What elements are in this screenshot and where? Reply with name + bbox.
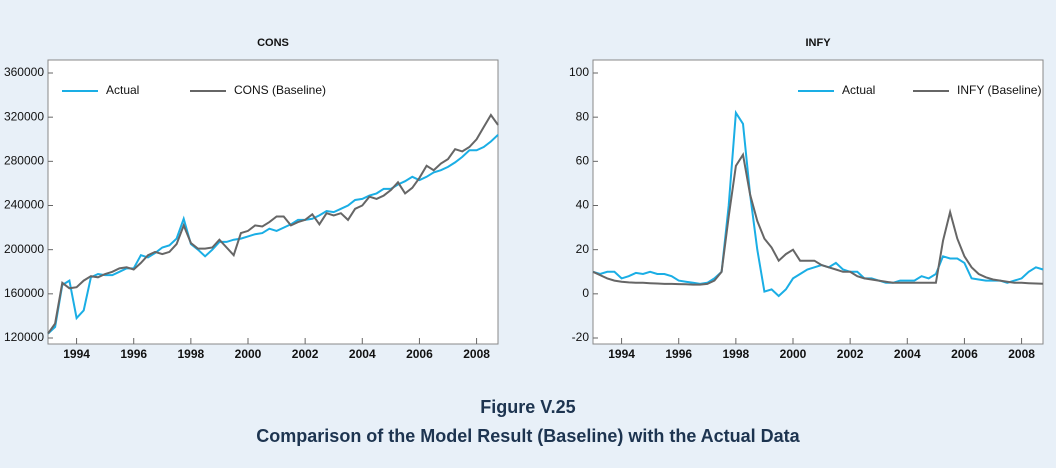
series-line (592, 109, 1044, 298)
chart-title: CONS (257, 37, 289, 49)
y-tick-label: 100 (569, 65, 589, 79)
x-tick-label: 1998 (723, 347, 750, 361)
plot-area (592, 59, 1044, 345)
series-line (592, 152, 1044, 286)
plot-area (47, 59, 499, 345)
y-tick-label: 200000 (4, 242, 44, 256)
y-tick-label: 0 (582, 286, 589, 300)
x-tick-label: 2000 (780, 347, 807, 361)
y-tick-label: 80 (576, 109, 590, 123)
y-tick-label: 320000 (4, 109, 44, 123)
x-tick-label: 2004 (894, 347, 921, 361)
y-tick-label: 280000 (4, 154, 44, 168)
x-tick-label: 2006 (406, 347, 433, 361)
y-tick-label: 120000 (4, 330, 44, 344)
y-tick-label: 160000 (4, 286, 44, 300)
x-tick-label: 2002 (292, 347, 319, 361)
y-tick-label: 20 (576, 242, 590, 256)
legend-label: INFY (Baseline) (957, 83, 1041, 97)
figure-caption: Comparison of the Model Result (Baseline… (256, 426, 800, 446)
x-tick-label: 2000 (235, 347, 262, 361)
x-tick-label: 1994 (63, 347, 90, 361)
y-tick-label: 360000 (4, 65, 44, 79)
x-tick-label: 1996 (665, 347, 692, 361)
y-tick-label: -20 (572, 330, 590, 344)
x-tick-label: 1996 (120, 347, 147, 361)
y-tick-label: 60 (576, 154, 590, 168)
x-tick-label: 2008 (1008, 347, 1035, 361)
series-line (47, 134, 499, 335)
chart-title: INFY (805, 37, 831, 49)
x-tick-label: 2006 (951, 347, 978, 361)
y-tick-label: 40 (576, 198, 590, 212)
figure-label: Figure V.25 (480, 397, 575, 417)
x-tick-label: 1998 (178, 347, 205, 361)
x-tick-label: 2004 (349, 347, 376, 361)
x-tick-label: 1994 (608, 347, 635, 361)
x-tick-label: 2008 (463, 347, 490, 361)
y-tick-label: 240000 (4, 198, 44, 212)
legend-label: CONS (Baseline) (234, 83, 326, 97)
series-line (47, 113, 499, 335)
legend-label: Actual (106, 83, 139, 97)
x-tick-label: 2002 (837, 347, 864, 361)
legend-label: Actual (842, 83, 875, 97)
